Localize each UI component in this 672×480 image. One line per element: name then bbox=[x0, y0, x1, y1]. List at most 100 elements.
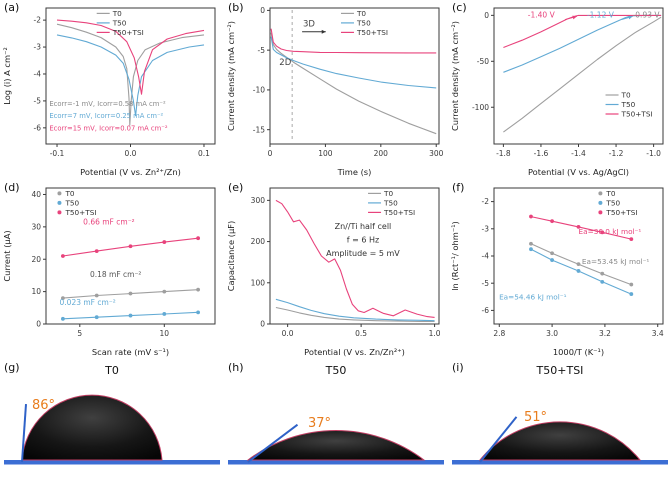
capacitance-plot: 0.0 0.5 1.0 0 100 200 300 Potential (V vs. Zn/Z… bbox=[226, 187, 441, 357]
svg-text:Current (μA): Current (μA) bbox=[2, 230, 12, 281]
svg-text:-4: -4 bbox=[34, 70, 42, 79]
panel-g-contact-angle-t0: (g) T0 86° bbox=[0, 360, 224, 480]
svg-text:-0.93 V: -0.93 V bbox=[633, 11, 661, 20]
svg-text:Potential (V vs. Zn²⁺/Zn): Potential (V vs. Zn²⁺/Zn) bbox=[80, 167, 181, 177]
svg-text:3.2: 3.2 bbox=[599, 329, 611, 338]
svg-text:Capacitance (μF): Capacitance (μF) bbox=[226, 221, 236, 292]
svg-text:Ea=53.45 kJ mol⁻¹: Ea=53.45 kJ mol⁻¹ bbox=[582, 257, 650, 266]
svg-text:-6: -6 bbox=[482, 306, 490, 315]
svg-text:Log (i) A cm⁻²: Log (i) A cm⁻² bbox=[2, 47, 12, 105]
contact-angle-value-t0: 86° bbox=[32, 398, 56, 413]
contact-angle-value-t50: 37° bbox=[308, 416, 332, 431]
panel-e: (e) 0.0 0.5 1.0 0 100 200 300 Potential (V vs. … bbox=[224, 180, 448, 360]
svg-text:5: 5 bbox=[77, 329, 82, 338]
svg-text:0: 0 bbox=[484, 11, 489, 20]
svg-text:-1.6: -1.6 bbox=[534, 149, 549, 158]
tafel-plot: -0.1 0.0 0.1 -2 -3 -4 -5 -6 Potential (V vs. Zn²… bbox=[2, 7, 216, 177]
droplet-photo-t50 bbox=[228, 423, 444, 465]
panel-letter-b: (b) bbox=[228, 1, 244, 14]
svg-text:Time (s): Time (s) bbox=[337, 167, 372, 177]
svg-text:-5: -5 bbox=[482, 279, 490, 288]
svg-text:Potential (V vs. Zn/Zn²⁺): Potential (V vs. Zn/Zn²⁺) bbox=[304, 347, 405, 357]
contact-angle-title-t0: T0 bbox=[105, 364, 119, 377]
svg-text:T50+TSI: T50+TSI bbox=[605, 208, 637, 217]
svg-text:-1.2: -1.2 bbox=[609, 149, 624, 158]
svg-text:0.0: 0.0 bbox=[125, 149, 137, 158]
svg-text:-1.40 V: -1.40 V bbox=[528, 11, 556, 20]
svg-text:-1.12 V: -1.12 V bbox=[587, 11, 615, 20]
svg-text:-3: -3 bbox=[482, 224, 490, 233]
panel-h-contact-angle-t50: (h) T50 37° bbox=[224, 360, 448, 480]
svg-text:0.0: 0.0 bbox=[282, 329, 294, 338]
svg-text:T0: T0 bbox=[621, 91, 631, 100]
svg-text:T50: T50 bbox=[64, 199, 79, 208]
svg-text:-5: -5 bbox=[34, 97, 42, 106]
panel-d: (d) 5 10 0 10 20 30 40 Scan rate (mV s⁻¹) Curren… bbox=[0, 180, 224, 360]
svg-text:1.0: 1.0 bbox=[429, 329, 441, 338]
panel-letter-c: (c) bbox=[452, 1, 467, 14]
svg-text:Current density (mA cm⁻²): Current density (mA cm⁻²) bbox=[450, 21, 460, 131]
svg-text:30: 30 bbox=[31, 222, 41, 231]
panel-c: (c) -1.8 -1.6 -1.4 -1.2 -1.0 0 -50 -100 Potentia… bbox=[448, 0, 672, 180]
svg-text:T0: T0 bbox=[112, 9, 122, 18]
svg-text:T50: T50 bbox=[356, 19, 371, 28]
panel-letter-d: (d) bbox=[4, 181, 20, 194]
svg-text:-100: -100 bbox=[472, 103, 489, 112]
svg-text:T0: T0 bbox=[383, 189, 393, 198]
svg-text:Potential (V vs. Ag/AgCl): Potential (V vs. Ag/AgCl) bbox=[528, 167, 629, 177]
svg-text:200: 200 bbox=[251, 237, 266, 246]
svg-text:-5: -5 bbox=[258, 46, 266, 55]
panel-letter-f: (f) bbox=[452, 181, 465, 194]
lsv-plot: -1.8 -1.6 -1.4 -1.2 -1.0 0 -50 -100 Potential (V… bbox=[450, 7, 664, 177]
svg-text:-0.1: -0.1 bbox=[50, 149, 65, 158]
svg-text:0: 0 bbox=[260, 6, 265, 15]
svg-text:T50+TSI: T50+TSI bbox=[383, 208, 415, 217]
panel-a: (a) -0.1 0.0 0.1 -2 -3 -4 -5 -6 Potential (V vs.… bbox=[0, 0, 224, 180]
svg-text:T50+TSI: T50+TSI bbox=[356, 28, 388, 37]
svg-text:40: 40 bbox=[31, 190, 41, 199]
svg-text:300: 300 bbox=[251, 196, 266, 205]
svg-text:-1.8: -1.8 bbox=[496, 149, 511, 158]
svg-text:T0: T0 bbox=[64, 189, 74, 198]
svg-text:-3: -3 bbox=[34, 43, 42, 52]
svg-text:T50+TSI: T50+TSI bbox=[621, 110, 653, 119]
svg-text:T50: T50 bbox=[605, 199, 620, 208]
svg-text:Ecorr=15 mV, Icorr=0.07 mA cm⁻: Ecorr=15 mV, Icorr=0.07 mA cm⁻² bbox=[49, 124, 167, 132]
panel-b: (b) 0 100 200 300 0 -5 -10 -15 Time (s) Current d… bbox=[224, 0, 448, 180]
panel-letter-i: (i) bbox=[452, 361, 464, 374]
droplet-photo-t50-tsi bbox=[452, 416, 668, 465]
svg-text:100: 100 bbox=[318, 149, 333, 158]
svg-text:300: 300 bbox=[429, 149, 444, 158]
svg-text:3.4: 3.4 bbox=[652, 329, 664, 338]
svg-text:Ea=36.0 kJ mol⁻¹: Ea=36.0 kJ mol⁻¹ bbox=[579, 227, 642, 236]
svg-text:200: 200 bbox=[374, 149, 389, 158]
svg-text:T50+TSI: T50+TSI bbox=[112, 28, 144, 37]
svg-text:T50+TSI: T50+TSI bbox=[64, 208, 96, 217]
contact-angle-title-t50-tsi: T50+TSI bbox=[536, 364, 584, 377]
contact-angle-title-t50: T50 bbox=[325, 364, 347, 377]
panel-letter-e: (e) bbox=[228, 181, 244, 194]
svg-text:T0: T0 bbox=[605, 189, 615, 198]
svg-text:1000/T (K⁻¹): 1000/T (K⁻¹) bbox=[553, 347, 604, 357]
svg-text:-4: -4 bbox=[482, 252, 490, 261]
svg-text:3.0: 3.0 bbox=[546, 329, 558, 338]
svg-text:0.5: 0.5 bbox=[355, 329, 367, 338]
svg-text:0: 0 bbox=[268, 149, 273, 158]
svg-text:Ecorr=7 mV, Icorr=0.25 mA cm⁻²: Ecorr=7 mV, Icorr=0.25 mA cm⁻² bbox=[49, 112, 163, 120]
svg-text:0: 0 bbox=[260, 320, 265, 329]
svg-text:T50: T50 bbox=[621, 100, 636, 109]
svg-text:-2: -2 bbox=[482, 197, 490, 206]
svg-text:-50: -50 bbox=[477, 57, 489, 66]
svg-text:0.66 mF cm⁻²: 0.66 mF cm⁻² bbox=[83, 218, 134, 227]
svg-text:Ea=54.46 kJ mol⁻¹: Ea=54.46 kJ mol⁻¹ bbox=[499, 293, 567, 302]
scan-rate-current-plot: 5 10 0 10 20 30 40 Scan rate (mV s⁻¹) Current (μ… bbox=[2, 187, 216, 357]
svg-text:20: 20 bbox=[31, 255, 41, 264]
svg-text:T50: T50 bbox=[112, 19, 127, 28]
svg-text:10: 10 bbox=[160, 329, 170, 338]
svg-text:f = 6 Hz: f = 6 Hz bbox=[347, 235, 379, 244]
svg-text:-2: -2 bbox=[34, 16, 42, 25]
svg-text:Zn//Ti half cell: Zn//Ti half cell bbox=[335, 222, 392, 231]
svg-text:2.8: 2.8 bbox=[493, 329, 505, 338]
